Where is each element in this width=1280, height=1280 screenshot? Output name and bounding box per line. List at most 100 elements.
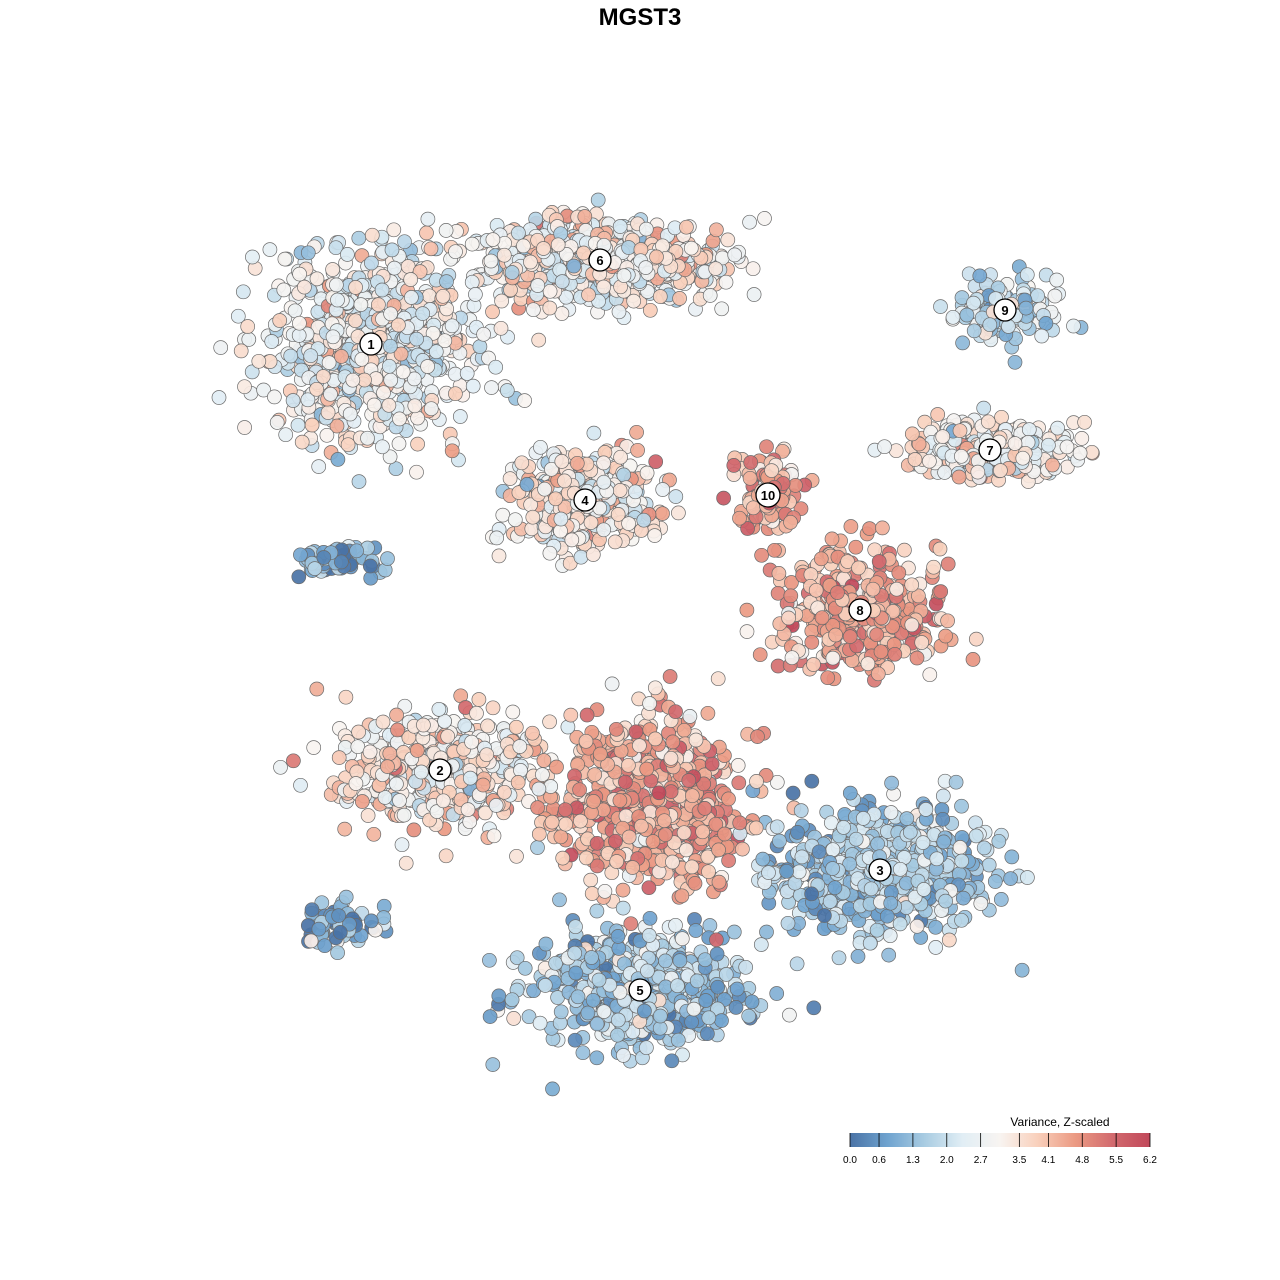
cell-point xyxy=(930,407,946,422)
cell-point xyxy=(262,242,278,257)
cell-point xyxy=(743,455,759,470)
cell-point xyxy=(710,671,726,687)
cell-point xyxy=(589,903,605,919)
cell-point xyxy=(293,777,308,793)
cell-point xyxy=(351,724,366,740)
cell-point xyxy=(375,439,390,455)
cell-point xyxy=(460,802,476,817)
cell-point xyxy=(987,874,1003,889)
cell-point xyxy=(517,960,533,976)
cell-point xyxy=(421,288,437,304)
cell-point xyxy=(623,916,639,932)
cell-point xyxy=(237,379,252,395)
cell-point xyxy=(701,864,716,880)
cell-point xyxy=(621,829,637,845)
cell-point xyxy=(459,366,475,381)
cell-point xyxy=(444,318,460,334)
cell-point xyxy=(757,211,772,226)
cell-point xyxy=(976,840,992,856)
cell-point xyxy=(628,724,644,740)
cell-point xyxy=(932,541,948,557)
cell-point xyxy=(639,1040,654,1056)
cell-point xyxy=(665,734,681,750)
cell-point xyxy=(464,274,480,290)
cell-point xyxy=(297,279,312,295)
cell-point xyxy=(1004,849,1020,865)
cell-point xyxy=(394,837,410,853)
cell-point xyxy=(648,454,664,470)
cell-point xyxy=(377,790,393,805)
cell-point xyxy=(850,949,866,964)
cell-point xyxy=(842,629,858,644)
cell-point xyxy=(505,704,521,720)
cell-point xyxy=(813,551,829,567)
cell-point xyxy=(746,287,762,302)
cell-point xyxy=(245,249,260,265)
cell-point xyxy=(655,482,671,497)
cell-point xyxy=(380,551,395,566)
cell-point xyxy=(883,805,899,820)
cell-point xyxy=(827,880,843,896)
cell-point xyxy=(749,774,764,789)
cell-point xyxy=(615,882,631,898)
cell-point xyxy=(590,192,606,208)
cell-point xyxy=(671,505,686,521)
cell-point xyxy=(780,915,796,931)
cell-point xyxy=(935,811,951,827)
cell-point xyxy=(928,919,943,935)
cell-point xyxy=(448,386,463,402)
cell-point xyxy=(482,952,497,968)
cell-point xyxy=(311,921,327,937)
cell-point xyxy=(820,670,836,686)
cell-point xyxy=(509,848,524,864)
cell-point xyxy=(741,1008,757,1024)
cell-point xyxy=(536,753,552,768)
cell-point xyxy=(897,542,912,558)
cell-point xyxy=(721,853,736,868)
cell-point xyxy=(704,756,720,772)
cell-point xyxy=(482,1009,498,1024)
cell-point xyxy=(674,931,690,947)
cell-point xyxy=(968,631,984,647)
cell-point xyxy=(945,309,961,325)
cell-point xyxy=(935,788,951,804)
cell-point xyxy=(570,989,586,1005)
cell-point xyxy=(237,420,252,435)
cell-point xyxy=(306,740,322,755)
cell-point xyxy=(955,890,971,906)
cell-point xyxy=(1020,870,1035,885)
cell-point xyxy=(294,434,310,450)
cell-point xyxy=(506,1011,522,1026)
cell-point xyxy=(1059,439,1075,455)
cell-point xyxy=(804,634,820,650)
cell-point xyxy=(711,874,727,890)
cell-point xyxy=(309,681,325,697)
cell-point xyxy=(507,512,523,528)
cell-point xyxy=(525,725,540,741)
cell-point xyxy=(535,767,550,782)
cell-point xyxy=(629,424,644,440)
cell-point xyxy=(848,831,864,847)
cell-point xyxy=(360,808,376,823)
cell-point xyxy=(391,436,407,452)
cell-point xyxy=(583,872,599,888)
cell-point xyxy=(682,709,698,724)
cell-point xyxy=(881,947,897,963)
cell-point xyxy=(789,956,805,972)
cell-point xyxy=(213,340,229,355)
cell-point xyxy=(1047,288,1063,304)
cell-point xyxy=(555,850,571,866)
cell-point xyxy=(283,348,299,364)
cell-point xyxy=(364,227,380,243)
cell-point xyxy=(384,242,400,258)
cell-point xyxy=(423,401,439,417)
cell-point xyxy=(750,729,765,744)
cell-point xyxy=(843,519,859,534)
cell-point xyxy=(304,902,320,918)
cell-point xyxy=(476,326,491,342)
cell-point xyxy=(742,214,757,230)
cell-point xyxy=(342,406,358,422)
cell-point xyxy=(767,542,782,558)
cell-point xyxy=(517,393,532,408)
